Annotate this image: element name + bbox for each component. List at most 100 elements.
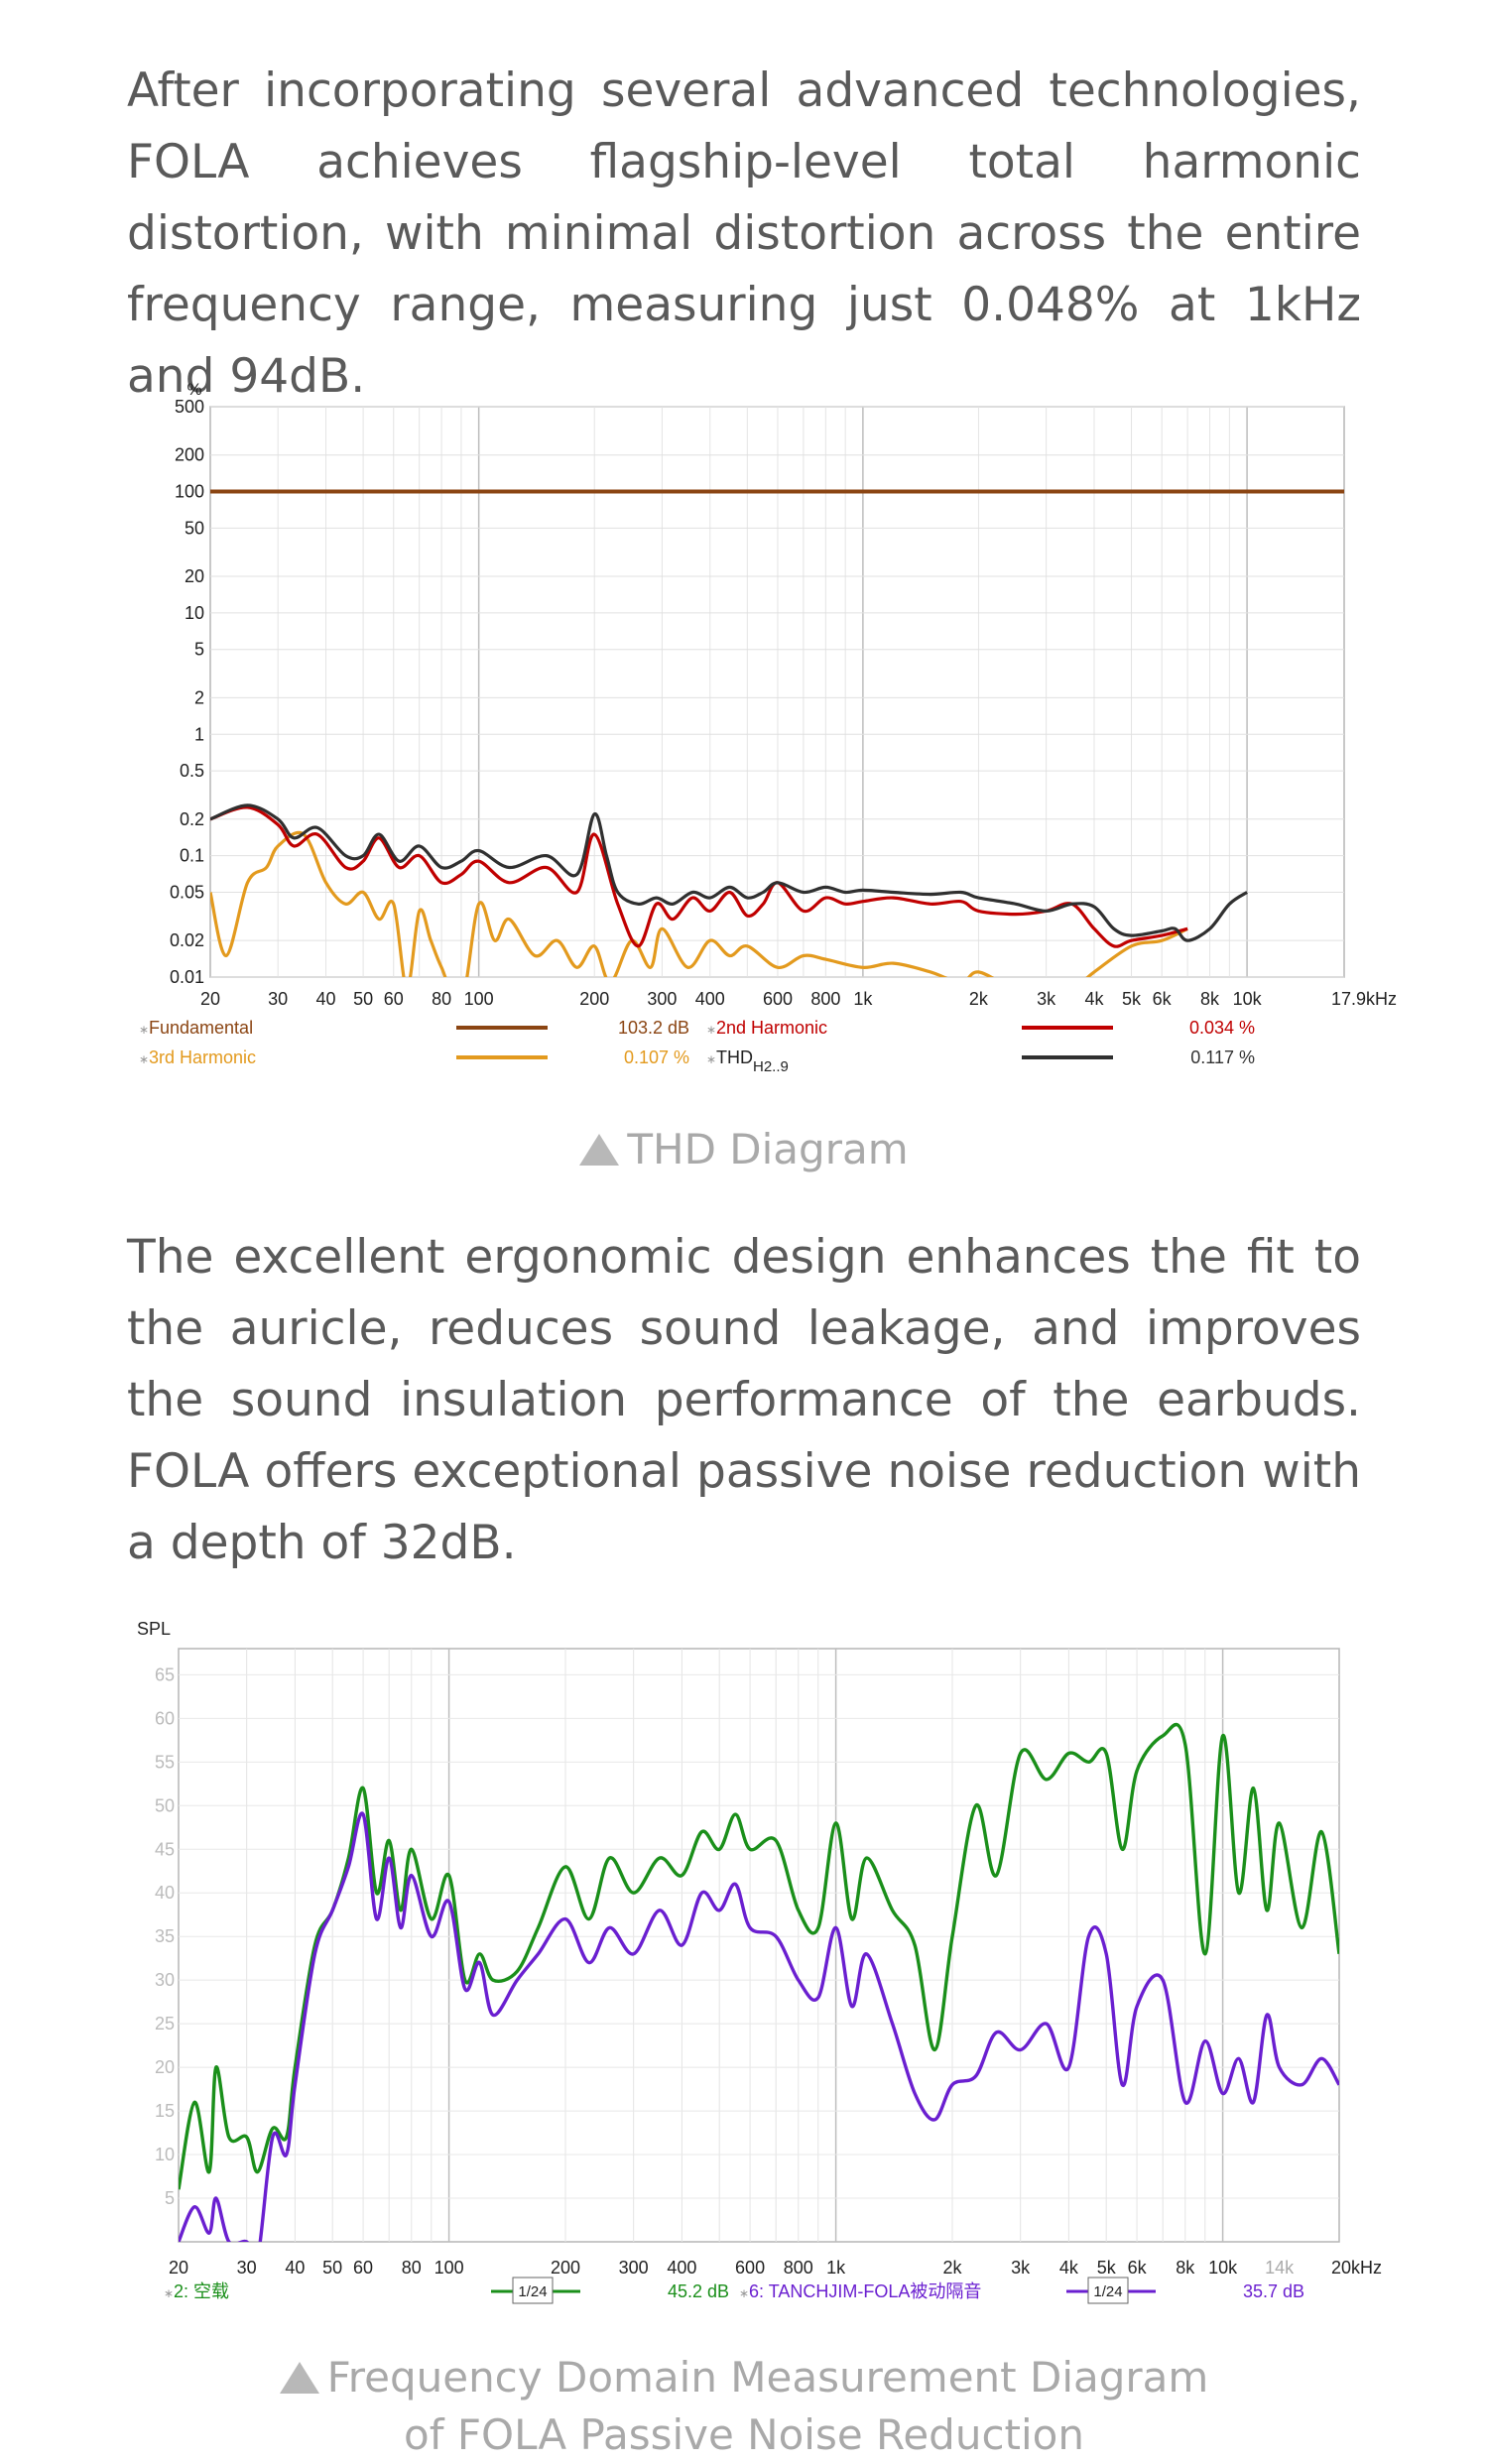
triangle-up-icon — [579, 1134, 620, 1166]
thd-x-tick-label: 5k — [1122, 989, 1142, 1009]
thd-legend-marker: ∗ — [139, 1052, 149, 1066]
thd-legend-value: 0.034 % — [1189, 1018, 1255, 1038]
thd-x-tick-label: 4k — [1084, 989, 1104, 1009]
thd-legend-marker: ∗ — [706, 1052, 716, 1066]
nr-plot-frame — [178, 1648, 1340, 2243]
nr-x-tick-label: 5k — [1097, 2258, 1117, 2278]
thd-y-tick-label: 1 — [194, 724, 204, 744]
noise-reduction-paragraph: The excellent ergonomic design enhances … — [127, 1230, 1361, 1570]
nr-x-tick-label: 600 — [735, 2258, 765, 2278]
nr-y-tick-label: 15 — [155, 2101, 175, 2121]
thd-legend-value: 0.117 % — [1190, 1047, 1255, 1067]
thd-legend-name: THDH2..9 — [716, 1047, 789, 1075]
thd-y-tick-label: 50 — [185, 518, 204, 538]
thd-y-axis-label: % — [186, 380, 201, 399]
nr-x-tick-label: 2k — [942, 2258, 962, 2278]
thd-caption-text: THD Diagram — [627, 1125, 909, 1173]
thd-y-tick-label: 10 — [185, 603, 204, 623]
nr-legend-smoothing-box — [1087, 2277, 1129, 2304]
nr-legend-smoothing: 1/24 — [518, 2283, 547, 2300]
thd-y-tick-label: 0.5 — [180, 761, 204, 781]
thd-y-tick-label: 100 — [175, 482, 204, 502]
nr-legend-name: 6: TANCHJIM-FOLA被动隔音 — [749, 2281, 981, 2301]
nr-caption: Frequency Domain Measurement Diagram of … — [0, 2349, 1488, 2464]
thd-x-tick-label: 40 — [316, 989, 336, 1009]
nr-legend-smoothing-box — [512, 2277, 554, 2304]
nr-x-tick-label: 14k — [1265, 2258, 1295, 2278]
thd-x-tick-label: 2k — [969, 989, 989, 1009]
triangle-up-icon — [279, 2362, 319, 2394]
thd-x-tick-label: 300 — [647, 989, 677, 1009]
nr-x-tick-label: 8k — [1176, 2258, 1195, 2278]
thd-legend-value: 103.2 dB — [618, 1018, 689, 1038]
thd-x-tick-label: 3k — [1037, 989, 1056, 1009]
thd-x-tick-label: 600 — [763, 989, 793, 1009]
nr-legend-marker: ∗ — [739, 2286, 749, 2300]
nr-y-tick-label: 40 — [155, 1883, 175, 1903]
nr-x-tick-label: 4k — [1059, 2258, 1079, 2278]
thd-y-tick-label: 200 — [175, 445, 204, 465]
thd-series-line-3 — [210, 803, 1248, 942]
nr-x-tick-label: 800 — [784, 2258, 813, 2278]
nr-y-tick-label: 10 — [155, 2145, 175, 2164]
nr-y-tick-label: 35 — [155, 1926, 175, 1946]
nr-legend-value: 35.7 dB — [1243, 2281, 1304, 2301]
nr-x-tick-label: 20kHz — [1331, 2258, 1382, 2278]
nr-x-tick-label: 20 — [169, 2258, 188, 2278]
thd-x-tick-label: 80 — [432, 989, 451, 1009]
nr-x-tick-label: 300 — [619, 2258, 649, 2278]
thd-y-tick-label: 2 — [194, 687, 204, 707]
nr-y-axis-label: SPL — [137, 1619, 171, 1639]
thd-x-tick-label: 6k — [1153, 989, 1173, 1009]
thd-intro-paragraph: After incorporating several advanced tec… — [127, 63, 1361, 404]
nr-y-tick-label: 5 — [165, 2188, 175, 2208]
thd-x-tick-label: 30 — [268, 989, 288, 1009]
thd-x-tick-label: 100 — [464, 989, 494, 1009]
thd-x-tick-label: 8k — [1200, 989, 1220, 1009]
nr-x-tick-label: 30 — [237, 2258, 257, 2278]
nr-legend-marker: ∗ — [164, 2286, 174, 2300]
thd-y-tick-label: 0.05 — [170, 882, 204, 902]
thd-series-line-2 — [210, 830, 1188, 977]
nr-y-tick-label: 65 — [155, 1664, 175, 1684]
nr-x-tick-label: 1k — [826, 2258, 846, 2278]
thd-y-tick-label: 500 — [175, 397, 204, 417]
thd-y-tick-label: 0.01 — [170, 967, 204, 987]
thd-legend-name: 2nd Harmonic — [716, 1018, 827, 1038]
thd-y-tick-label: 5 — [194, 640, 204, 660]
nr-legend-name: 2: 空载 — [174, 2281, 229, 2301]
thd-x-tick-label: 17.9kHz — [1331, 989, 1397, 1009]
nr-y-tick-label: 55 — [155, 1752, 175, 1772]
nr-x-tick-label: 10k — [1208, 2258, 1238, 2278]
thd-legend-value: 0.107 % — [624, 1047, 689, 1067]
thd-caption: THD Diagram — [0, 1121, 1488, 1178]
thd-chart: %0.010.020.050.10.20.5125102050100200500… — [139, 380, 1397, 1075]
nr-y-tick-label: 30 — [155, 1970, 175, 1990]
nr-legend-value: 45.2 dB — [668, 2281, 729, 2301]
nr-x-tick-label: 100 — [434, 2258, 464, 2278]
nr-legend-smoothing: 1/24 — [1093, 2283, 1122, 2300]
nr-caption-line2: of FOLA Passive Noise Reduction — [404, 2410, 1084, 2459]
nr-caption-line1: Frequency Domain Measurement Diagram — [326, 2353, 1209, 2402]
nr-y-tick-label: 60 — [155, 1708, 175, 1728]
nr-x-tick-label: 6k — [1128, 2258, 1148, 2278]
thd-legend-name-main: THD — [716, 1047, 753, 1067]
nr-x-tick-label: 3k — [1011, 2258, 1031, 2278]
nr-y-tick-label: 45 — [155, 1839, 175, 1859]
thd-x-tick-label: 10k — [1233, 989, 1263, 1009]
thd-x-tick-label: 400 — [695, 989, 725, 1009]
thd-x-tick-label: 800 — [810, 989, 840, 1009]
nr-x-tick-label: 60 — [353, 2258, 373, 2278]
thd-y-tick-label: 0.02 — [170, 930, 204, 950]
nr-y-tick-label: 25 — [155, 2014, 175, 2033]
thd-y-tick-label: 20 — [185, 566, 204, 586]
thd-x-tick-label: 60 — [384, 989, 404, 1009]
thd-y-tick-label: 0.1 — [180, 846, 204, 866]
nr-x-tick-label: 80 — [402, 2258, 422, 2278]
thd-legend-name: 3rd Harmonic — [149, 1047, 256, 1067]
thd-legend-marker: ∗ — [139, 1023, 149, 1037]
nr-y-tick-label: 20 — [155, 2057, 175, 2077]
thd-x-tick-label: 20 — [200, 989, 220, 1009]
nr-series-line-1 — [179, 1811, 1339, 2242]
thd-x-tick-label: 1k — [853, 989, 873, 1009]
